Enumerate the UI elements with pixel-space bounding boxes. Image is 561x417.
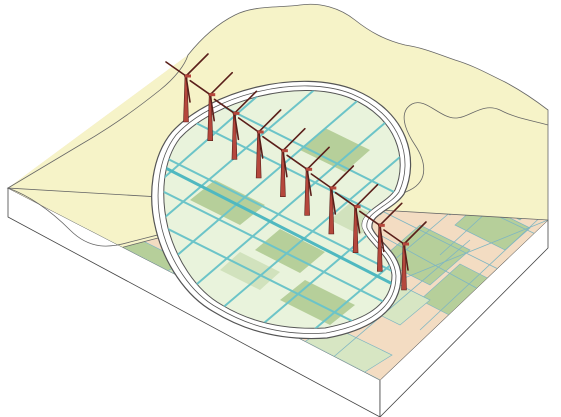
turbine-blade [383, 229, 405, 245]
turbine-nacelle [378, 223, 385, 227]
turbine-blade [213, 98, 236, 115]
turbine-nacelle [281, 149, 288, 153]
dike-middle [157, 85, 406, 334]
turbine-nacelle [306, 167, 313, 171]
wind-turbine [286, 146, 330, 216]
turbine-blade [233, 112, 240, 141]
wind-turbine [189, 71, 234, 141]
turbine-blade [257, 131, 264, 159]
turbine-nacelle [257, 130, 264, 134]
turbine-blade [403, 243, 409, 271]
turbine-blade [358, 210, 381, 227]
turbine-blade [257, 109, 282, 133]
turbine-blade [282, 127, 306, 152]
turbine-blade [185, 75, 191, 103]
turbine-nacelle [354, 205, 361, 209]
wind-turbine [358, 202, 403, 272]
turbine-blade [185, 53, 209, 77]
turbine-blade [282, 149, 288, 178]
wind-turbines [165, 53, 427, 291]
turbine-blade [354, 205, 361, 234]
wind-turbine [310, 165, 355, 235]
turbine-blade [237, 117, 260, 133]
turbine-blade [165, 61, 187, 77]
turbine-nacelle [233, 111, 240, 115]
turbine-blade [403, 221, 427, 245]
turbine-blade [330, 187, 337, 215]
turbine-blade [310, 173, 333, 189]
wind-turbine [213, 90, 258, 160]
turbine-blade [378, 224, 385, 253]
wind-turbine [262, 127, 306, 197]
turbine-blade [306, 146, 330, 171]
slab-right-side [379, 219, 549, 417]
turbine-blade [334, 191, 357, 208]
turbine-nacelle [185, 74, 191, 78]
turbine-blade [262, 135, 284, 152]
turbine-blade [286, 154, 308, 171]
turbine-nacelle [403, 242, 409, 246]
wind-turbine [237, 109, 282, 179]
wind-turbine [165, 53, 209, 123]
wind-turbine [383, 221, 427, 291]
turbine-blade [354, 183, 379, 208]
turbine-blade [209, 93, 216, 122]
wind-turbine [334, 183, 379, 253]
turbine-nacelle [330, 186, 337, 190]
turbine-blade [233, 90, 258, 115]
turbine-blade [306, 168, 312, 197]
turbine-blade [209, 71, 234, 96]
turbine-blade [189, 79, 212, 96]
turbine-blade [378, 202, 403, 227]
turbine-nacelle [209, 93, 216, 97]
turbine-blade [330, 165, 355, 189]
